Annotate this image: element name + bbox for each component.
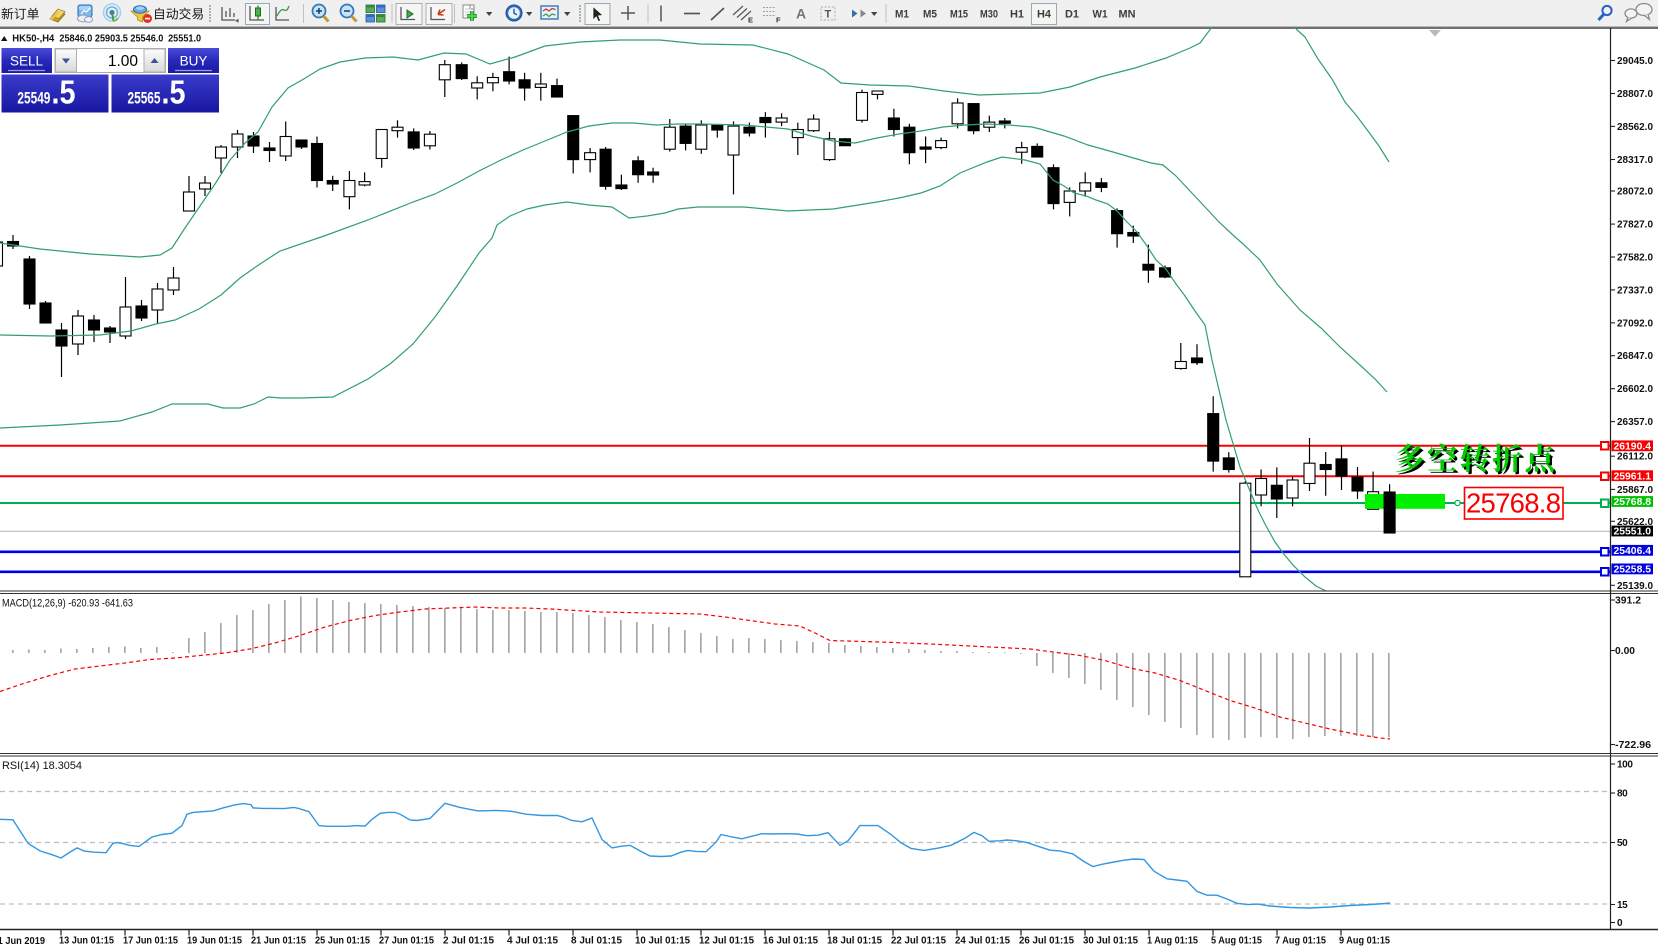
svg-text:30 Jul 01:15: 30 Jul 01:15 [1083,936,1138,947]
svg-text:25551.0: 25551.0 [1614,527,1652,538]
svg-text:.5: .5 [52,74,76,111]
svg-text:0: 0 [1617,918,1623,929]
svg-text:25867.0: 25867.0 [1617,485,1653,496]
svg-text:F: F [776,16,781,25]
svg-text:7 Aug 01:15: 7 Aug 01:15 [1275,936,1326,947]
svg-text:W1: W1 [1093,9,1108,21]
svg-text:25551.0: 25551.0 [168,33,201,45]
svg-text:15: 15 [1617,900,1628,911]
svg-text:27582.0: 27582.0 [1617,253,1653,264]
svg-text:SELL: SELL [10,54,44,69]
svg-text:13 Jun 01:15: 13 Jun 01:15 [59,936,114,947]
svg-text:5 Aug 01:15: 5 Aug 01:15 [1211,936,1262,947]
svg-text:RSI(14) 18.3054: RSI(14) 18.3054 [2,760,82,772]
svg-text:25139.0: 25139.0 [1617,581,1653,592]
svg-text:8 Jul 01:15: 8 Jul 01:15 [571,936,622,947]
svg-text:26112.0: 26112.0 [1617,452,1653,463]
svg-text:A: A [796,6,806,22]
svg-text:26357.0: 26357.0 [1617,417,1653,428]
svg-text:25546.0: 25546.0 [130,33,163,45]
svg-text:25406.4: 25406.4 [1614,546,1652,557]
svg-text:80: 80 [1617,789,1628,800]
svg-text:29045.0: 29045.0 [1617,56,1653,67]
svg-text:25768.8: 25768.8 [1466,488,1561,519]
svg-text:27092.0: 27092.0 [1617,318,1653,329]
svg-text:27827.0: 27827.0 [1617,220,1653,231]
svg-text:M1: M1 [895,9,909,21]
svg-text:HK50-,H4: HK50-,H4 [12,33,54,45]
svg-text:0.00: 0.00 [1615,646,1635,657]
svg-text:E: E [748,16,753,25]
svg-text:12 Jul 01:15: 12 Jul 01:15 [699,936,754,947]
svg-text:25622.0: 25622.0 [1617,517,1653,528]
svg-text:T: T [825,9,832,21]
svg-text:25768.8: 25768.8 [1614,497,1652,508]
svg-text:M30: M30 [980,9,998,21]
svg-text:D1: D1 [1065,9,1079,21]
svg-text:26847.0: 26847.0 [1617,351,1653,362]
svg-text:25258.5: 25258.5 [1614,565,1652,576]
svg-text:28807.0: 28807.0 [1617,89,1653,100]
svg-text:27337.0: 27337.0 [1617,285,1653,296]
svg-text:25 Jun 01:15: 25 Jun 01:15 [315,936,370,947]
svg-text:50: 50 [1617,838,1628,849]
svg-text:25549: 25549 [17,90,50,108]
svg-text:25961.1: 25961.1 [1614,471,1652,482]
svg-text:26190.4: 26190.4 [1614,441,1652,452]
svg-text:2 Jul 01:15: 2 Jul 01:15 [443,936,494,947]
svg-text:11 Jun 2019: 11 Jun 2019 [0,936,45,947]
svg-text:H1: H1 [1010,9,1024,21]
svg-text:M15: M15 [950,9,968,21]
svg-text:18 Jul 01:15: 18 Jul 01:15 [827,936,882,947]
svg-text:1 Aug 01:15: 1 Aug 01:15 [1147,936,1198,947]
svg-text:MACD(12,26,9) -620.93 -641.63: MACD(12,26,9) -620.93 -641.63 [2,598,133,610]
svg-text:4 Jul 01:15: 4 Jul 01:15 [507,936,558,947]
svg-text:25846.0: 25846.0 [59,33,92,45]
svg-text:10 Jul 01:15: 10 Jul 01:15 [635,936,690,947]
svg-text:BUY: BUY [180,54,208,69]
svg-text:28317.0: 28317.0 [1617,155,1653,166]
svg-text:100: 100 [1617,760,1633,771]
svg-text:25903.5: 25903.5 [95,33,128,45]
svg-text:21 Jun 01:15: 21 Jun 01:15 [251,936,306,947]
svg-text:24 Jul 01:15: 24 Jul 01:15 [955,936,1010,947]
svg-text:391.2: 391.2 [1615,596,1641,607]
svg-text:25565: 25565 [128,90,161,108]
svg-text:MN: MN [1119,9,1136,21]
svg-text:17 Jun 01:15: 17 Jun 01:15 [123,936,178,947]
svg-text:26 Jul 01:15: 26 Jul 01:15 [1019,936,1074,947]
svg-text:26602.0: 26602.0 [1617,384,1653,395]
svg-text:16 Jul 01:15: 16 Jul 01:15 [763,936,818,947]
svg-text:22 Jul 01:15: 22 Jul 01:15 [891,936,946,947]
svg-text:1.00: 1.00 [108,53,139,70]
svg-text:9 Aug 01:15: 9 Aug 01:15 [1339,936,1390,947]
svg-text:H4: H4 [1037,9,1052,21]
svg-text:M5: M5 [923,9,937,21]
svg-text:27 Jun 01:15: 27 Jun 01:15 [379,936,434,947]
svg-text:28562.0: 28562.0 [1617,122,1653,133]
svg-text:19 Jun 01:15: 19 Jun 01:15 [187,936,242,947]
svg-text:.5: .5 [162,74,186,111]
svg-text:28072.0: 28072.0 [1617,187,1653,198]
svg-text:-722.96: -722.96 [1615,740,1651,751]
